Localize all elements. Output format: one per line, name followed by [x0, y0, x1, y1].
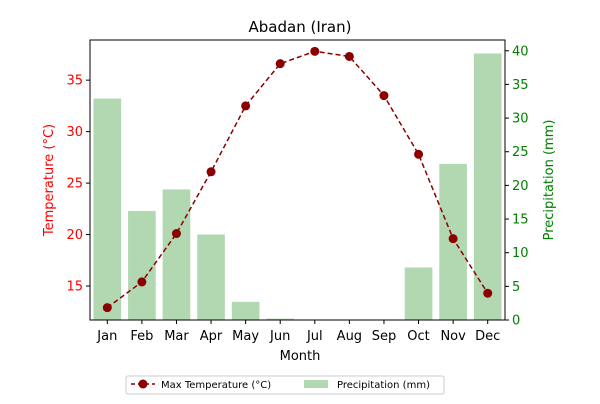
- x-axis-ticks: Jan Feb Mar Apr May Jun Jul Aug Sep Oct Nov Dec: [96, 320, 500, 344]
- left-tick-label: 15: [66, 280, 83, 295]
- precip-bar-oct: [404, 267, 433, 320]
- precip-bar-may: [231, 301, 260, 320]
- temp-point-dec: [483, 288, 493, 298]
- precip-bar-jun: [266, 318, 295, 320]
- x-tick-label: Feb: [130, 329, 153, 344]
- x-tick-label: Oct: [407, 329, 429, 344]
- legend-temperature-label: Max Temperature (°C): [161, 380, 271, 391]
- left-tick-label: 35: [66, 74, 83, 89]
- precip-bar-jan: [93, 98, 122, 320]
- precipitation-bars: [93, 53, 502, 320]
- temp-point-apr: [206, 167, 216, 177]
- precip-bar-dec: [473, 53, 502, 320]
- x-tick-label: Dec: [475, 329, 500, 344]
- right-tick-label: 10: [512, 246, 529, 261]
- legend-frame: [125, 375, 445, 395]
- left-tick-label: 20: [66, 228, 83, 243]
- left-axis-ticks: 15 20 25 30 35: [66, 74, 90, 295]
- x-tick-label: Apr: [200, 329, 223, 344]
- temperature-line-path: [106, 50, 489, 309]
- right-tick-label: 5: [512, 280, 520, 295]
- x-tick-label: Nov: [440, 329, 466, 344]
- left-axis-label: Temperature (°C): [42, 124, 57, 237]
- temp-point-aug: [344, 51, 354, 61]
- x-tick-label: May: [232, 329, 259, 344]
- precip-bar-mar: [162, 189, 191, 320]
- x-tick-label: Jul: [306, 329, 323, 344]
- temperature-line: [102, 46, 493, 313]
- right-tick-label: 15: [512, 213, 529, 228]
- right-tick-label: 30: [512, 112, 529, 127]
- right-tick-label: 40: [512, 44, 529, 59]
- temp-point-may: [241, 101, 251, 111]
- temp-point-sep: [379, 91, 389, 101]
- legend-precipitation-label: Precipitation (mm): [337, 380, 430, 391]
- temp-point-oct: [414, 149, 424, 159]
- x-tick-label: Mar: [164, 329, 189, 344]
- right-tick-label: 25: [512, 145, 529, 160]
- legend-line-marker: [138, 379, 148, 389]
- temp-point-jul: [310, 46, 320, 56]
- x-tick-label: Jan: [96, 329, 117, 344]
- temp-point-feb: [137, 277, 147, 287]
- temp-point-nov: [448, 234, 458, 244]
- chart-title: Abadan (Iran): [249, 18, 352, 36]
- temp-point-jun: [275, 59, 285, 69]
- temp-point-mar: [171, 229, 181, 239]
- precip-bar-feb: [128, 210, 156, 320]
- x-tick-label: Jun: [269, 329, 290, 344]
- right-tick-label: 0: [512, 314, 520, 329]
- left-tick-label: 30: [66, 125, 83, 140]
- x-axis-label: Month: [280, 349, 321, 364]
- plot-frame: [89, 39, 506, 321]
- right-tick-label: 20: [512, 179, 529, 194]
- precip-bar-apr: [197, 234, 225, 320]
- legend: Max Temperature (°C) Precipitation (mm): [125, 375, 445, 395]
- temp-point-jan: [102, 303, 112, 313]
- legend-bar-swatch: [304, 380, 328, 388]
- right-axis-label: Precipitation (mm): [542, 120, 557, 241]
- left-tick-label: 25: [66, 177, 83, 192]
- x-tick-label: Aug: [337, 329, 362, 344]
- right-axis-ticks: 0 5 10 15 20 25 30 35 40: [505, 44, 529, 329]
- right-tick-label: 35: [512, 78, 529, 93]
- x-tick-label: Sep: [372, 329, 397, 344]
